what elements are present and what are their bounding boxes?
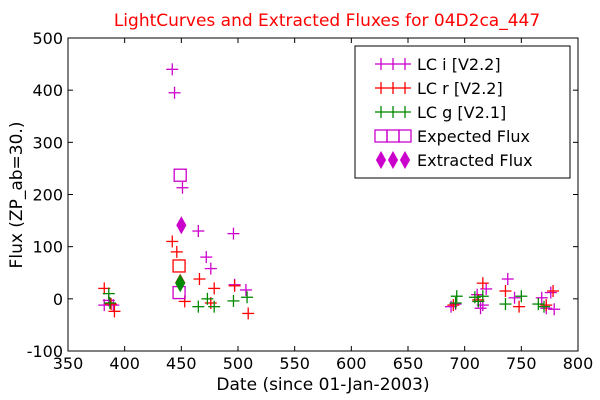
y-tick-label: 500 xyxy=(32,29,63,48)
y-tick-label: -100 xyxy=(27,342,63,361)
data-point xyxy=(166,235,179,248)
data-point xyxy=(200,251,213,264)
data-point xyxy=(227,294,240,307)
data-point xyxy=(513,300,526,313)
y-tick-label: 200 xyxy=(32,186,63,205)
x-tick-label: 500 xyxy=(223,354,254,373)
legend-label: LC r [V2.2] xyxy=(417,79,503,98)
legend-marker xyxy=(375,58,387,70)
data-point xyxy=(449,297,462,310)
data-point xyxy=(535,291,548,304)
y-tick-label: 400 xyxy=(32,81,63,100)
data-point xyxy=(176,216,187,235)
x-tick-label: 650 xyxy=(393,354,424,373)
data-point xyxy=(515,290,528,303)
data-point xyxy=(476,290,489,303)
data-point xyxy=(103,297,116,310)
axis-ticks: 350 400 450 500 550 600 650 700 750 800 -100 0 100 20… xyxy=(27,29,594,373)
data-point xyxy=(548,303,561,316)
legend-marker xyxy=(375,150,387,170)
legend-marker xyxy=(387,150,399,170)
data-point xyxy=(480,282,493,295)
data-point xyxy=(241,291,254,304)
y-tick-label: 100 xyxy=(32,238,63,257)
x-tick-label: 750 xyxy=(506,354,537,373)
y-tick-label: 0 xyxy=(53,290,63,309)
y-tick-label: 300 xyxy=(32,133,63,152)
legend-label: Extracted Flux xyxy=(417,151,533,170)
legend-marker xyxy=(398,129,412,143)
x-tick-label: 600 xyxy=(336,354,367,373)
data-point xyxy=(204,262,217,275)
data-point xyxy=(532,298,545,311)
data-point xyxy=(508,291,521,304)
x-tick-label: 350 xyxy=(53,354,84,373)
data-point xyxy=(544,286,557,299)
legend-label: LC i [V2.2] xyxy=(417,55,501,74)
data-point xyxy=(208,300,221,313)
x-tick-label: 450 xyxy=(166,354,197,373)
data-point xyxy=(105,298,118,311)
data-point xyxy=(227,227,240,240)
legend-marker xyxy=(387,106,399,118)
data-point xyxy=(108,305,121,318)
data-point xyxy=(201,292,214,305)
legend-marker xyxy=(399,150,411,170)
x-tick-label: 800 xyxy=(563,354,594,373)
data-point xyxy=(547,285,560,298)
data-point xyxy=(474,302,487,315)
legend-marker xyxy=(399,58,411,70)
legend-marker xyxy=(387,58,399,70)
legend-marker xyxy=(375,106,387,118)
data-point xyxy=(166,63,179,76)
legend-marker xyxy=(399,106,411,118)
data-point xyxy=(239,283,252,296)
legend-label: Expected Flux xyxy=(417,127,530,146)
data-point xyxy=(447,299,460,312)
data-point xyxy=(193,273,206,286)
data-point xyxy=(540,299,553,312)
x-tick-label: 400 xyxy=(109,354,140,373)
data-point xyxy=(471,288,484,301)
x-tick-label: 700 xyxy=(449,354,480,373)
x-axis-label: Date (since 01-Jan-2003) xyxy=(216,375,429,395)
x-tick-label: 550 xyxy=(279,354,310,373)
legend-label: LC g [V2.1] xyxy=(417,103,506,122)
data-point xyxy=(208,282,221,295)
data-point xyxy=(176,181,189,194)
plot-area xyxy=(98,63,561,320)
y-axis-label: Flux (ZP_ab=30.) xyxy=(7,122,27,269)
data-point xyxy=(501,273,514,286)
data-point xyxy=(172,259,186,273)
data-point xyxy=(175,274,186,293)
data-point xyxy=(170,245,183,258)
data-point xyxy=(102,287,115,300)
data-point xyxy=(192,225,205,238)
data-point xyxy=(173,168,187,182)
data-point xyxy=(499,285,512,298)
data-point xyxy=(228,279,241,292)
data-point xyxy=(476,277,489,290)
legend-marker xyxy=(375,82,387,94)
data-point xyxy=(242,307,255,320)
data-point xyxy=(450,290,463,303)
data-point xyxy=(192,300,205,313)
data-point xyxy=(168,86,181,99)
legend: LC i [V2.2] LC r [V2.2] LC g [V2.1] Expecte… xyxy=(354,45,571,179)
legend-marker xyxy=(387,82,399,94)
data-point xyxy=(499,298,512,311)
legend-marker xyxy=(399,82,411,94)
data-point xyxy=(538,300,550,313)
chart-title: LightCurves and Extracted Fluxes for 04D… xyxy=(114,11,540,31)
